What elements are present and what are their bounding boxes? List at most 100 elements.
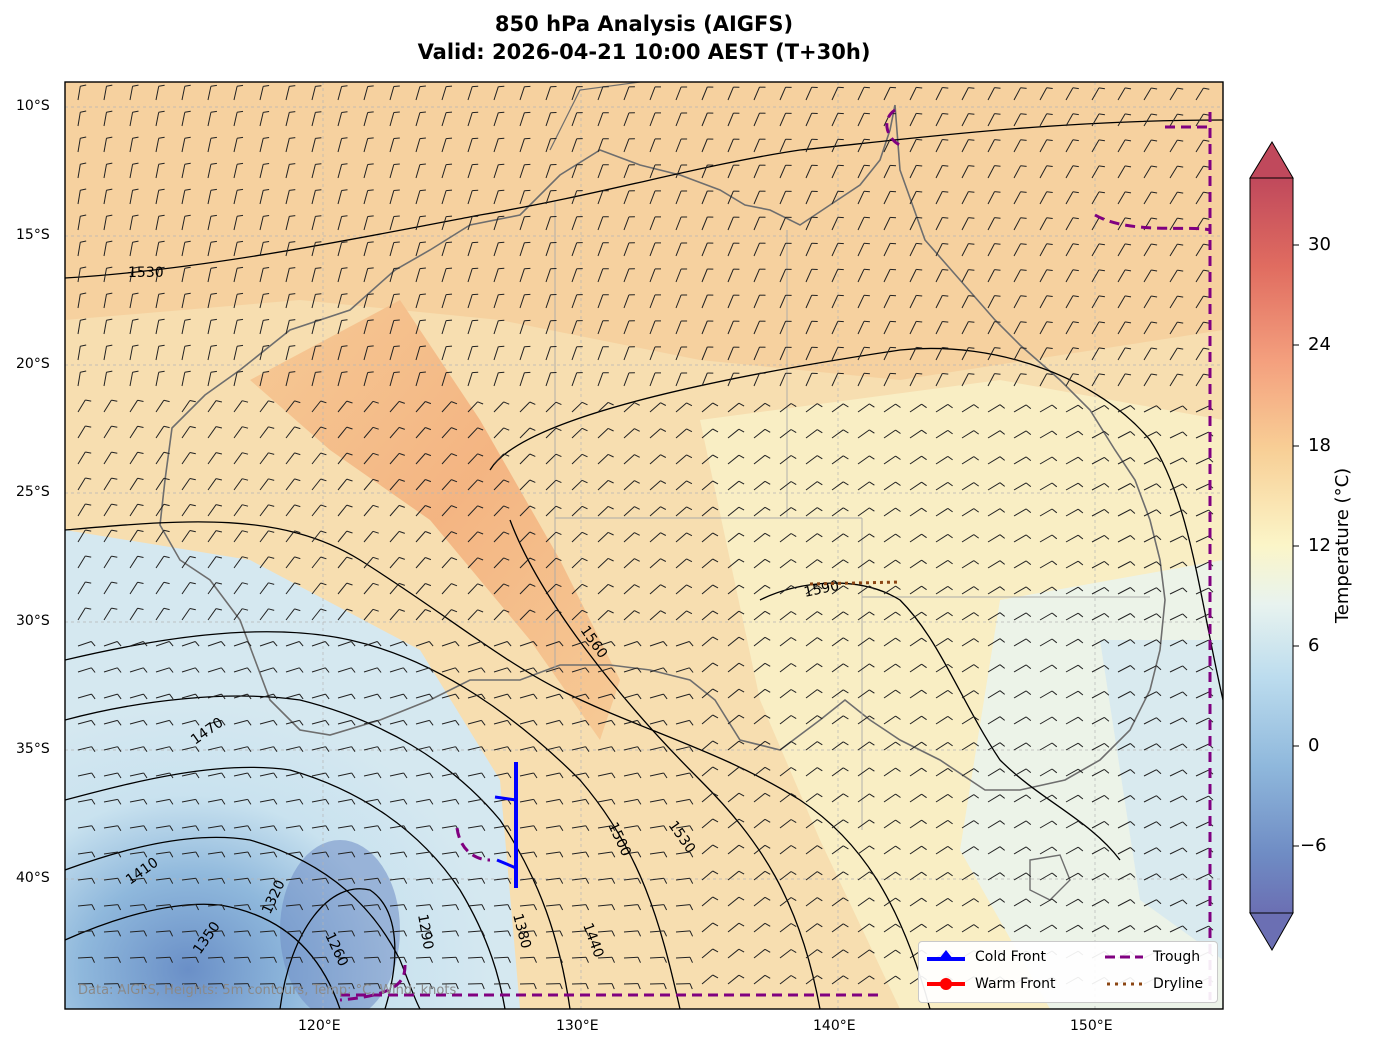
wind-barb	[1039, 534, 1053, 543]
wind-barb-flag	[1182, 691, 1188, 697]
wind-barb-flag	[790, 845, 797, 850]
wind-barb-flag	[1077, 638, 1084, 644]
wind-barb	[1117, 139, 1126, 153]
wind-barb	[987, 217, 995, 231]
wind-barb-flag	[916, 190, 923, 193]
wind-barb	[571, 825, 586, 829]
wind-barb	[77, 425, 86, 439]
wind-barb-flag	[1203, 139, 1210, 142]
wind-barb	[727, 636, 740, 647]
wind-barb-flag	[686, 402, 693, 407]
wind-barb	[701, 428, 714, 439]
wind-barb	[207, 825, 222, 829]
wind-barb	[77, 477, 86, 491]
wind-barb	[961, 243, 969, 257]
wind-barb	[727, 242, 734, 257]
wind-barb-flag	[195, 693, 200, 700]
wind-barb	[337, 504, 348, 517]
wind-barb	[753, 662, 766, 673]
wind-barb-flag	[581, 453, 588, 458]
wind-barb	[1065, 820, 1079, 829]
wind-barb-flag	[242, 426, 249, 429]
wind-barb-flag	[689, 825, 694, 832]
wind-barb	[961, 664, 975, 673]
wind-barb-flag	[1020, 321, 1027, 323]
wind-barb	[909, 741, 922, 751]
wind-barb-flag	[1103, 535, 1110, 540]
wind-barb	[103, 825, 118, 829]
wind-barb-flag	[425, 427, 432, 431]
wind-barb-flag	[320, 478, 327, 482]
wind-barb	[1143, 925, 1157, 933]
wind-barb-flag	[325, 878, 330, 884]
wind-barb	[779, 294, 787, 309]
wind-barb-flag	[263, 371, 270, 373]
wind-barb	[337, 825, 352, 829]
wind-barb	[129, 956, 145, 959]
wind-barb-flag	[663, 746, 668, 752]
wind-barb-flag	[559, 746, 564, 752]
wind-barb-flag	[634, 428, 640, 432]
wind-barb	[649, 190, 656, 205]
wind-barb-flag	[581, 427, 588, 432]
wind-barb-flag	[419, 241, 426, 244]
wind-barb-flag	[660, 558, 667, 562]
wind-barb-flag	[895, 507, 901, 512]
wind-barb	[337, 138, 343, 153]
wind-barb-flag	[221, 667, 226, 673]
wind-barb	[961, 690, 975, 699]
wind-barb	[701, 372, 708, 387]
wind-barb-flag	[1077, 586, 1084, 592]
wind-barb-flag	[455, 851, 460, 858]
wind-barb-flag	[555, 479, 562, 484]
wind-barb	[233, 825, 248, 829]
wind-barb	[441, 904, 456, 907]
wind-barb	[857, 403, 870, 413]
wind-barb-flag	[481, 772, 486, 779]
wind-barb	[1013, 742, 1027, 751]
wind-barb-flag	[637, 851, 642, 858]
wind-barb-flag	[446, 319, 453, 322]
wind-barb	[1195, 295, 1204, 309]
wind-barb-flag	[419, 137, 426, 140]
wind-barb-flag	[712, 714, 719, 719]
wind-barb	[805, 611, 818, 621]
wind-barb-flag	[158, 292, 165, 295]
wind-barb	[207, 719, 222, 725]
wind-barb	[779, 86, 787, 101]
wind-barb	[753, 870, 766, 881]
wind-barb	[649, 719, 664, 725]
wind-barb-flag	[242, 556, 249, 559]
wind-barb-flag	[1025, 872, 1032, 877]
wind-barb-flag	[80, 188, 87, 191]
wind-barb-flag	[273, 983, 277, 990]
wind-barb-flag	[503, 427, 510, 431]
wind-barb	[441, 693, 456, 699]
wind-barb	[883, 637, 896, 647]
wind-barb-flag	[289, 137, 296, 139]
wind-barb-flag	[973, 404, 979, 409]
wind-barb-flag	[1130, 457, 1136, 462]
wind-barb-flag	[559, 667, 564, 673]
wind-barb	[363, 242, 369, 257]
wind-barb	[103, 772, 118, 777]
wind-barb-flag	[80, 344, 87, 347]
wind-barb-flag	[377, 720, 382, 726]
wind-barb-flag	[393, 345, 400, 347]
wind-barb	[1013, 872, 1027, 881]
wind-barb-flag	[738, 818, 745, 823]
wind-barb	[857, 897, 870, 907]
wind-barb-flag	[555, 557, 562, 562]
wind-barb-flag	[816, 871, 823, 876]
wind-barb-flag	[111, 503, 118, 506]
wind-barb	[493, 825, 508, 829]
wind-barb	[1117, 165, 1126, 179]
wind-barb	[181, 164, 186, 179]
wind-barb-flag	[660, 480, 667, 484]
wind-barb-flag	[843, 455, 849, 460]
wind-barb-flag	[1025, 586, 1032, 591]
wind-barb	[337, 372, 343, 387]
wind-barb-flag	[968, 347, 975, 349]
wind-barb-flag	[507, 693, 512, 700]
wind-barb-flag	[921, 923, 927, 929]
